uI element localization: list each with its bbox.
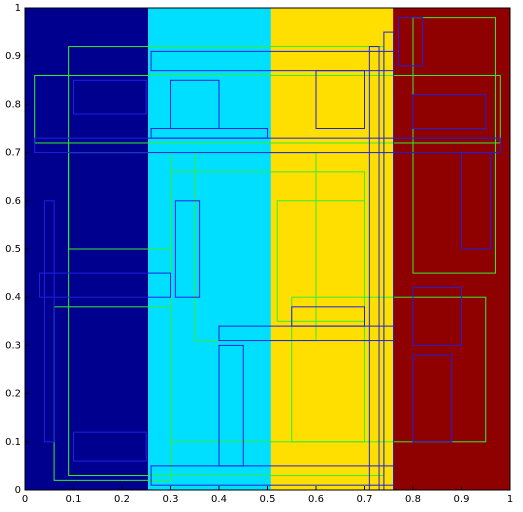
x-tick-label: 0.3 bbox=[163, 494, 179, 505]
box bbox=[397, 17, 424, 67]
x-tick-label: 0.1 bbox=[66, 494, 82, 505]
box bbox=[73, 431, 147, 462]
box bbox=[73, 79, 147, 115]
x-tick-label: 0.8 bbox=[405, 494, 421, 505]
box bbox=[34, 74, 501, 144]
box bbox=[291, 296, 487, 443]
box bbox=[43, 200, 55, 443]
x-tick-label: 1 bbox=[507, 494, 513, 505]
y-tick-label: 0.3 bbox=[5, 340, 21, 351]
box bbox=[39, 272, 171, 298]
y-tick-label: 0.8 bbox=[5, 99, 21, 110]
region bbox=[270, 8, 394, 490]
box bbox=[276, 200, 366, 322]
x-tick-label: 0 bbox=[22, 494, 28, 505]
box bbox=[218, 344, 244, 467]
x-tick-label: 0.2 bbox=[114, 494, 130, 505]
box bbox=[170, 79, 220, 130]
x-tick-label: 0.4 bbox=[211, 494, 227, 505]
box bbox=[291, 306, 365, 327]
x-tick-label: 0.6 bbox=[308, 494, 324, 505]
y-tick-label: 0.9 bbox=[5, 51, 21, 62]
box bbox=[412, 17, 496, 274]
y-tick-label: 0.4 bbox=[5, 292, 21, 303]
y-tick-label: 0.1 bbox=[5, 437, 21, 448]
box bbox=[315, 70, 365, 130]
y-tick-label: 0.5 bbox=[5, 244, 21, 255]
y-tick-label: 1 bbox=[15, 3, 21, 14]
x-tick-label: 0.5 bbox=[260, 494, 276, 505]
box bbox=[412, 94, 487, 130]
box bbox=[461, 152, 492, 250]
box bbox=[412, 354, 453, 443]
y-tick-label: 0.6 bbox=[5, 196, 21, 207]
y-tick-label: 0.7 bbox=[5, 148, 21, 159]
box bbox=[174, 200, 201, 298]
x-tick-label: 0.9 bbox=[454, 494, 470, 505]
y-tick-label: 0.2 bbox=[5, 389, 21, 400]
y-tick-label: 0 bbox=[15, 485, 21, 496]
box bbox=[412, 287, 462, 346]
x-tick-label: 0.7 bbox=[357, 494, 373, 505]
